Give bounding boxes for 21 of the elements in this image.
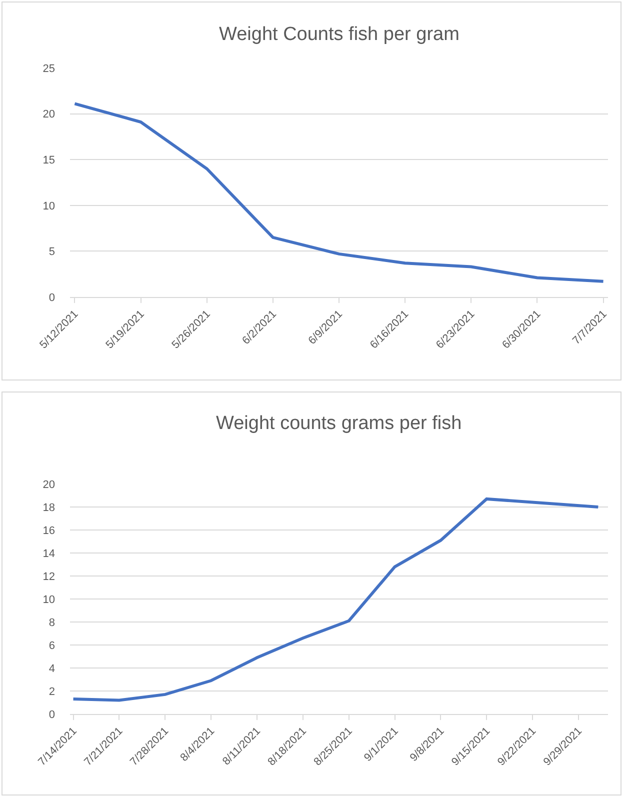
- y-tick-label: 2: [48, 686, 55, 698]
- y-tick-label: 20: [42, 478, 55, 491]
- y-tick-label: 4: [48, 662, 55, 675]
- y-tick-label: 10: [42, 200, 55, 212]
- y-tick-label: 0: [48, 292, 55, 304]
- chart-title: Weight counts grams per fish: [216, 413, 462, 434]
- y-tick-label: 15: [42, 154, 55, 166]
- chart-title: Weight Counts fish per gram: [219, 24, 460, 45]
- y-tick-label: 16: [42, 524, 55, 537]
- y-tick-label: 8: [48, 616, 55, 629]
- y-tick-label: 14: [42, 548, 55, 560]
- line-series: [72, 497, 600, 702]
- y-tick-label: 18: [42, 502, 55, 514]
- y-tick-label: 10: [42, 594, 55, 606]
- y-tick-label: 12: [42, 570, 55, 583]
- y-tick-label: 6: [48, 640, 55, 652]
- y-tick-label: 20: [42, 108, 55, 121]
- y-tick-label: 0: [48, 708, 55, 721]
- y-tick-label: 25: [42, 62, 55, 75]
- line-series: [73, 102, 605, 283]
- y-tick-label: 5: [48, 246, 55, 258]
